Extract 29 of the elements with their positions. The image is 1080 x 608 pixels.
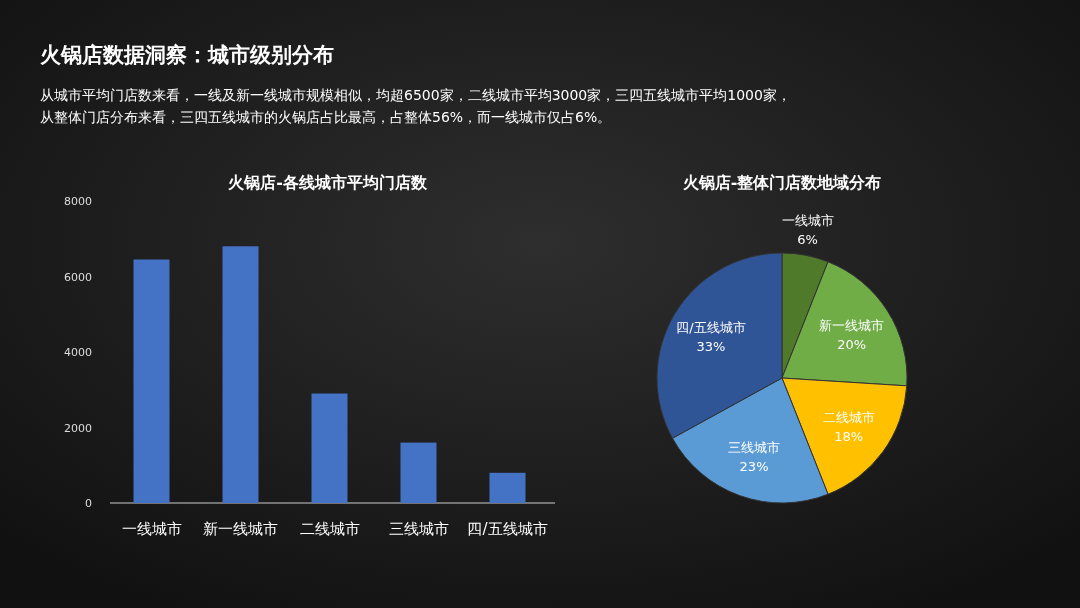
data-label: 20% [837, 336, 867, 352]
slice-label: 二线城市 [822, 410, 875, 426]
x-tick-label: 四/五线城市 [467, 520, 548, 538]
x-tick-label: 一线城市 [121, 520, 182, 538]
x-tick-label: 新一线城市 [203, 520, 278, 538]
y-tick-label: 4000 [64, 346, 92, 359]
bar [311, 393, 348, 503]
slice-label: 四/五线城市 [676, 320, 746, 335]
bar [489, 472, 526, 503]
data-label: 23% [739, 458, 769, 474]
bar [222, 246, 259, 503]
chart-title: 火锅店-各线城市平均门店数 [228, 173, 428, 192]
x-tick-label: 三线城市 [388, 520, 449, 538]
chart-title: 火锅店-整体门店数地域分布 [682, 173, 882, 192]
text: 从城市平均门店数来看，一线及新一线城市规模相似，均超6500家，二线城市平均3000家，三四五线城市平均1000家，从整体门店分布来看，三四五线城市的火锅店占比最高，占整体56%，而一线城市仅占6%。 [40, 87, 791, 125]
y-tick-label: 0 [85, 497, 92, 510]
slice-label: 一线城市 [781, 213, 834, 229]
data-label: 33% [696, 339, 726, 354]
bar [133, 259, 170, 503]
data-label: 6% [797, 232, 818, 248]
text: 火锅店数据洞察：城市级别分布 [40, 43, 334, 67]
y-tick-label: 6000 [64, 270, 92, 284]
slice-label: 三线城市 [728, 439, 781, 455]
y-tick-label: 8000 [64, 195, 92, 208]
data-label: 18% [834, 429, 864, 445]
bar [400, 442, 437, 503]
slice-label: 新一线城市 [819, 317, 885, 333]
x-tick-label: 二线城市 [299, 520, 360, 538]
y-tick-label: 2000 [64, 421, 92, 435]
